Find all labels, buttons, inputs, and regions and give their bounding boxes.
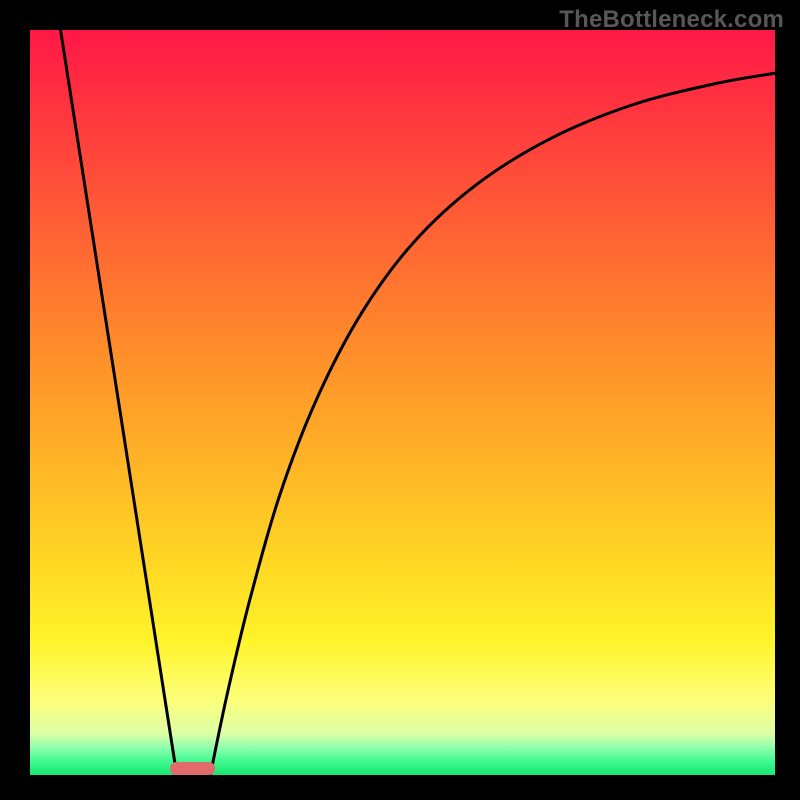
minimum-marker [170, 762, 215, 775]
curve-layer [30, 30, 775, 775]
plot-area [30, 30, 775, 775]
attribution-text: TheBottleneck.com [559, 6, 784, 34]
chart-container: TheBottleneck.com [0, 0, 800, 800]
curve-left-branch [61, 30, 177, 775]
curve-right-branch [210, 73, 775, 775]
